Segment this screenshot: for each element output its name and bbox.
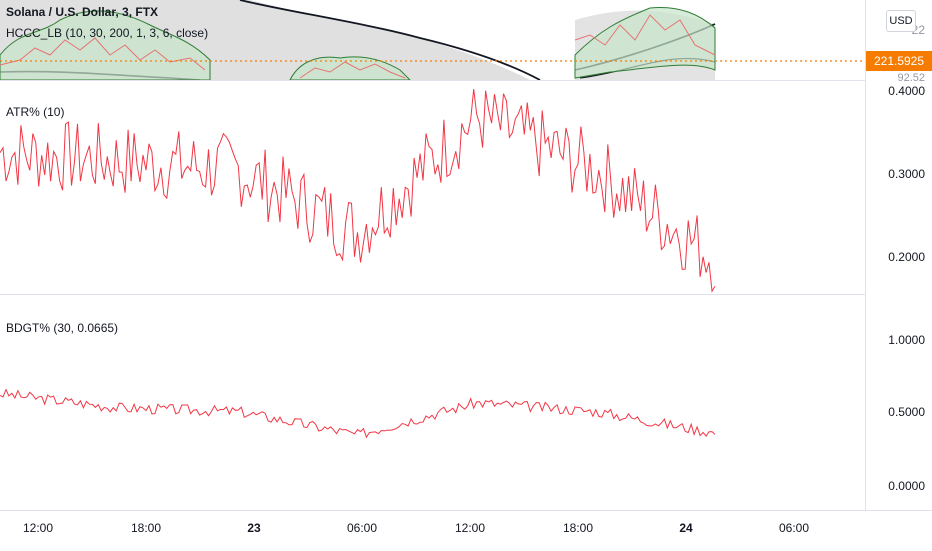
atr-pane[interactable]: ATR% (10)	[0, 81, 865, 294]
main-pane-graphics	[0, 0, 865, 80]
time-label-day: 23	[247, 521, 261, 535]
time-label: 12:00	[22, 521, 54, 535]
atr-tick-2: 0.2000	[888, 250, 925, 264]
main-tick-bottom: 92.52	[897, 72, 925, 84]
band-1	[0, 10, 211, 80]
time-label: 12:00	[454, 521, 486, 535]
time-label: 06:00	[346, 521, 378, 535]
time-label: 06:00	[778, 521, 810, 535]
band-3	[574, 6, 716, 79]
currency-button[interactable]: USD	[886, 10, 916, 32]
price-trace-1	[0, 37, 206, 71]
main-price-pane[interactable]: Solana / U.S. Dollar, 3, FTX HCCC_LB (10…	[0, 0, 865, 80]
atr-chart	[0, 89, 716, 293]
time-label-day: 24	[679, 521, 693, 535]
pane-separator-2[interactable]	[0, 294, 932, 295]
time-label: 18:00	[562, 521, 594, 535]
bdgt-chart	[0, 388, 716, 439]
bdgt-tick-0: 1.0000	[888, 333, 925, 347]
time-axis[interactable]: 12:00 18:00 23 06:00 12:00 18:00 24 06:0…	[0, 510, 932, 551]
atr-tick-1: 0.3000	[888, 167, 925, 181]
bdgt-legend[interactable]: BDGT% (30, 0.0665)	[6, 321, 119, 335]
bdgt-series-line	[0, 388, 716, 439]
chart-area[interactable]: Solana / U.S. Dollar, 3, FTX HCCC_LB (10…	[0, 0, 932, 510]
price-trace-3	[574, 14, 716, 56]
bdgt-tick-2: 0.0000	[888, 479, 925, 493]
indicator-legend-hccc[interactable]: HCCC_LB (10, 30, 200, 1, 3, 6, close)	[6, 26, 209, 40]
atr-tick-0: 0.4000	[888, 84, 925, 98]
atr-legend[interactable]: ATR% (10)	[6, 105, 65, 119]
bdgt-pane[interactable]: BDGT% (30, 0.0665)	[0, 295, 865, 510]
bdgt-tick-1: 0.5000	[888, 405, 925, 419]
ma-line-1	[239, 0, 541, 80]
current-price-label: 221.5925	[866, 51, 932, 71]
price-trace-2	[299, 61, 406, 79]
price-scale[interactable]: 22 221.5925 92.52 0.4000 0.3000 0.2000 1…	[865, 0, 932, 510]
atr-series-line	[0, 89, 716, 293]
time-label: 18:00	[130, 521, 162, 535]
symbol-legend[interactable]: Solana / U.S. Dollar, 3, FTX	[6, 5, 159, 19]
pane-separator-1[interactable]	[0, 80, 932, 81]
band-2	[289, 56, 411, 80]
